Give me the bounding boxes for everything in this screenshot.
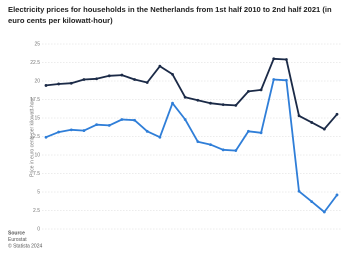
data-point [133, 118, 136, 122]
data-point [44, 135, 48, 139]
y-tick-label: 7.5 [33, 171, 40, 177]
y-tick-label: 5 [37, 189, 40, 195]
data-point [145, 81, 149, 84]
data-point [284, 78, 288, 82]
y-tick-label: 0 [37, 226, 40, 232]
y-tick-label: 12.5 [30, 134, 40, 140]
source-label: Source [8, 230, 25, 236]
data-point [335, 112, 339, 116]
data-point [69, 81, 73, 85]
y-tick-label: 10 [34, 152, 40, 158]
data-point [310, 200, 314, 204]
data-point [171, 101, 174, 105]
y-tick-label: 2.5 [33, 208, 40, 214]
data-point [247, 89, 250, 93]
data-point [158, 64, 162, 68]
chart-title: Electricity prices for households in the… [8, 5, 332, 25]
data-point [57, 82, 61, 86]
data-point [44, 84, 48, 87]
data-point [95, 77, 99, 81]
data-point [272, 78, 276, 81]
series-line [45, 57, 338, 131]
data-point [209, 101, 212, 105]
data-point [82, 78, 86, 81]
y-tick-label: 15 [34, 115, 40, 121]
data-point [335, 193, 339, 197]
data-point [196, 140, 200, 144]
data-point [221, 148, 225, 152]
data-point [322, 210, 326, 214]
y-axis-title: Price in euro cents per kilowatt-hour [29, 97, 35, 177]
y-tick-label: 22.5 [30, 60, 40, 66]
data-point [234, 104, 238, 107]
data-point [133, 78, 136, 81]
data-point [234, 149, 238, 152]
data-point [82, 129, 86, 132]
source-name: Eurostat [8, 237, 27, 243]
data-point [57, 130, 61, 134]
data-point [209, 143, 212, 147]
data-point [297, 189, 301, 193]
y-tick-label: 20 [34, 78, 40, 84]
data-point [171, 72, 174, 76]
data-point [196, 98, 200, 102]
data-point [183, 95, 187, 99]
data-point [69, 128, 73, 132]
data-point [120, 118, 124, 121]
data-point [259, 88, 263, 92]
data-point [297, 114, 301, 118]
data-point [310, 121, 314, 124]
data-point [107, 124, 111, 127]
data-point [221, 103, 225, 107]
data-point [247, 129, 250, 133]
data-point [95, 123, 99, 127]
data-point [272, 57, 276, 61]
copyright: © Statista 2024 [8, 242, 42, 249]
series-line [45, 78, 338, 213]
y-tick-label: 17.5 [30, 97, 40, 103]
data-point [259, 131, 263, 135]
data-point [322, 127, 326, 131]
data-point [284, 58, 288, 61]
data-point [183, 118, 187, 121]
data-point [158, 135, 162, 139]
y-tick-label: 25 [34, 41, 40, 47]
data-point [120, 73, 124, 77]
data-point [145, 129, 149, 133]
data-point [107, 74, 111, 78]
